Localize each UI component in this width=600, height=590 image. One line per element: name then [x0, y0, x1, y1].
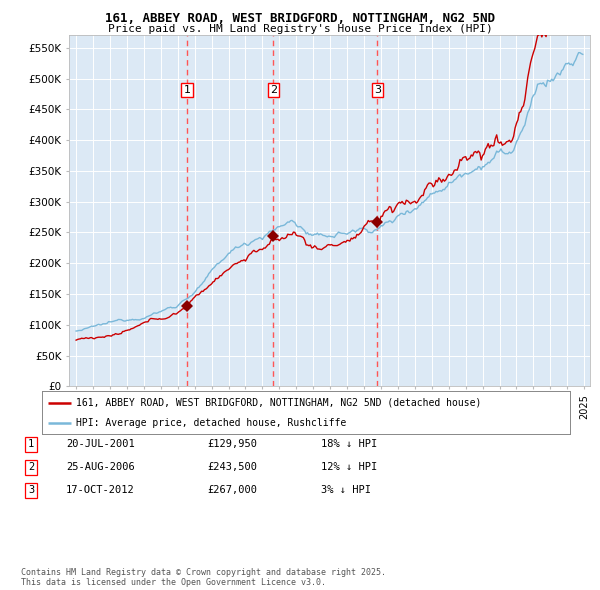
Text: 12% ↓ HPI: 12% ↓ HPI: [321, 463, 377, 472]
Text: 161, ABBEY ROAD, WEST BRIDGFORD, NOTTINGHAM, NG2 5ND: 161, ABBEY ROAD, WEST BRIDGFORD, NOTTING…: [105, 12, 495, 25]
Text: 3: 3: [28, 486, 34, 495]
Text: 17-OCT-2012: 17-OCT-2012: [66, 486, 135, 495]
Text: £129,950: £129,950: [207, 440, 257, 449]
Text: 3% ↓ HPI: 3% ↓ HPI: [321, 486, 371, 495]
Text: Contains HM Land Registry data © Crown copyright and database right 2025.
This d: Contains HM Land Registry data © Crown c…: [21, 568, 386, 587]
Text: £267,000: £267,000: [207, 486, 257, 495]
Text: 2: 2: [28, 463, 34, 472]
Text: 18% ↓ HPI: 18% ↓ HPI: [321, 440, 377, 449]
Text: Price paid vs. HM Land Registry's House Price Index (HPI): Price paid vs. HM Land Registry's House …: [107, 24, 493, 34]
Text: 3: 3: [374, 85, 381, 95]
Text: 1: 1: [184, 85, 191, 95]
Text: HPI: Average price, detached house, Rushcliffe: HPI: Average price, detached house, Rush…: [76, 418, 347, 428]
Text: £243,500: £243,500: [207, 463, 257, 472]
Text: 20-JUL-2001: 20-JUL-2001: [66, 440, 135, 449]
Text: 1: 1: [28, 440, 34, 449]
Text: 161, ABBEY ROAD, WEST BRIDGFORD, NOTTINGHAM, NG2 5ND (detached house): 161, ABBEY ROAD, WEST BRIDGFORD, NOTTING…: [76, 398, 482, 408]
Text: 2: 2: [270, 85, 277, 95]
Text: 25-AUG-2006: 25-AUG-2006: [66, 463, 135, 472]
